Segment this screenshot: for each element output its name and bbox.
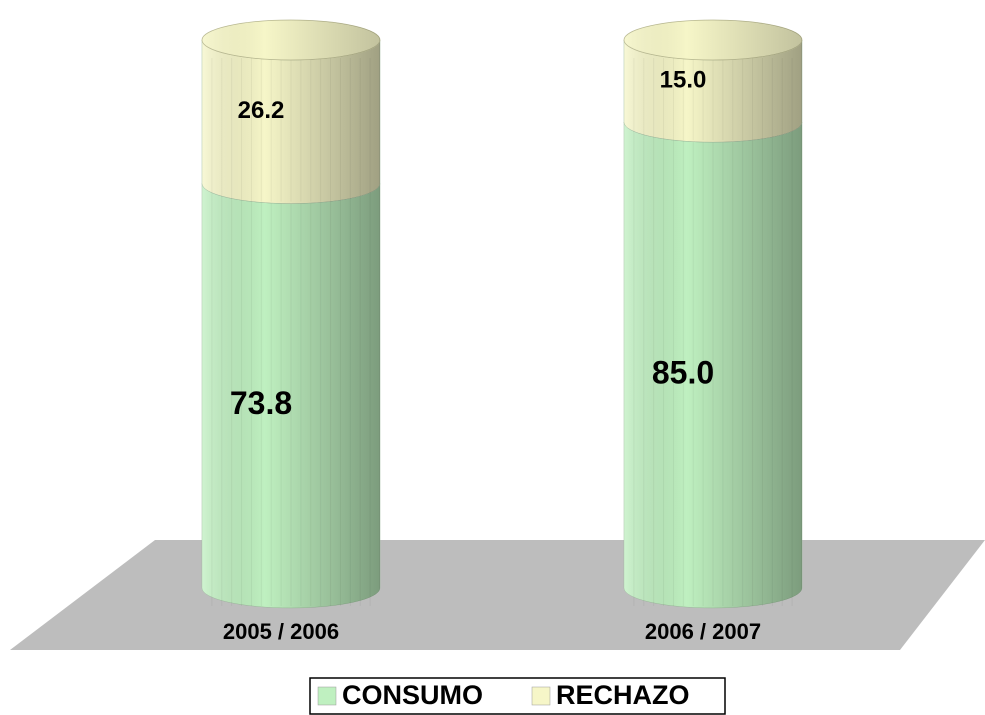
value-label: 73.8 [230, 385, 292, 421]
legend-box [309, 677, 726, 715]
legend-swatch [317, 686, 337, 706]
legend-swatch [531, 686, 551, 706]
floor [10, 540, 985, 650]
value-label: 15.0 [660, 66, 707, 93]
value-label: 85.0 [652, 355, 714, 391]
cap-shade [202, 20, 380, 60]
segment-shade [624, 122, 802, 608]
legend-label: CONSUMO [342, 680, 483, 710]
segment-shade [624, 40, 802, 143]
legend-label: RECHAZO [556, 680, 690, 710]
x-tick-label: 2005 / 2006 [223, 619, 339, 644]
cap-shade [624, 20, 802, 60]
x-tick-label: 2006 / 2007 [645, 619, 761, 644]
segment-shade [202, 183, 380, 609]
value-label: 26.2 [238, 97, 285, 124]
segment-shade [202, 40, 380, 204]
